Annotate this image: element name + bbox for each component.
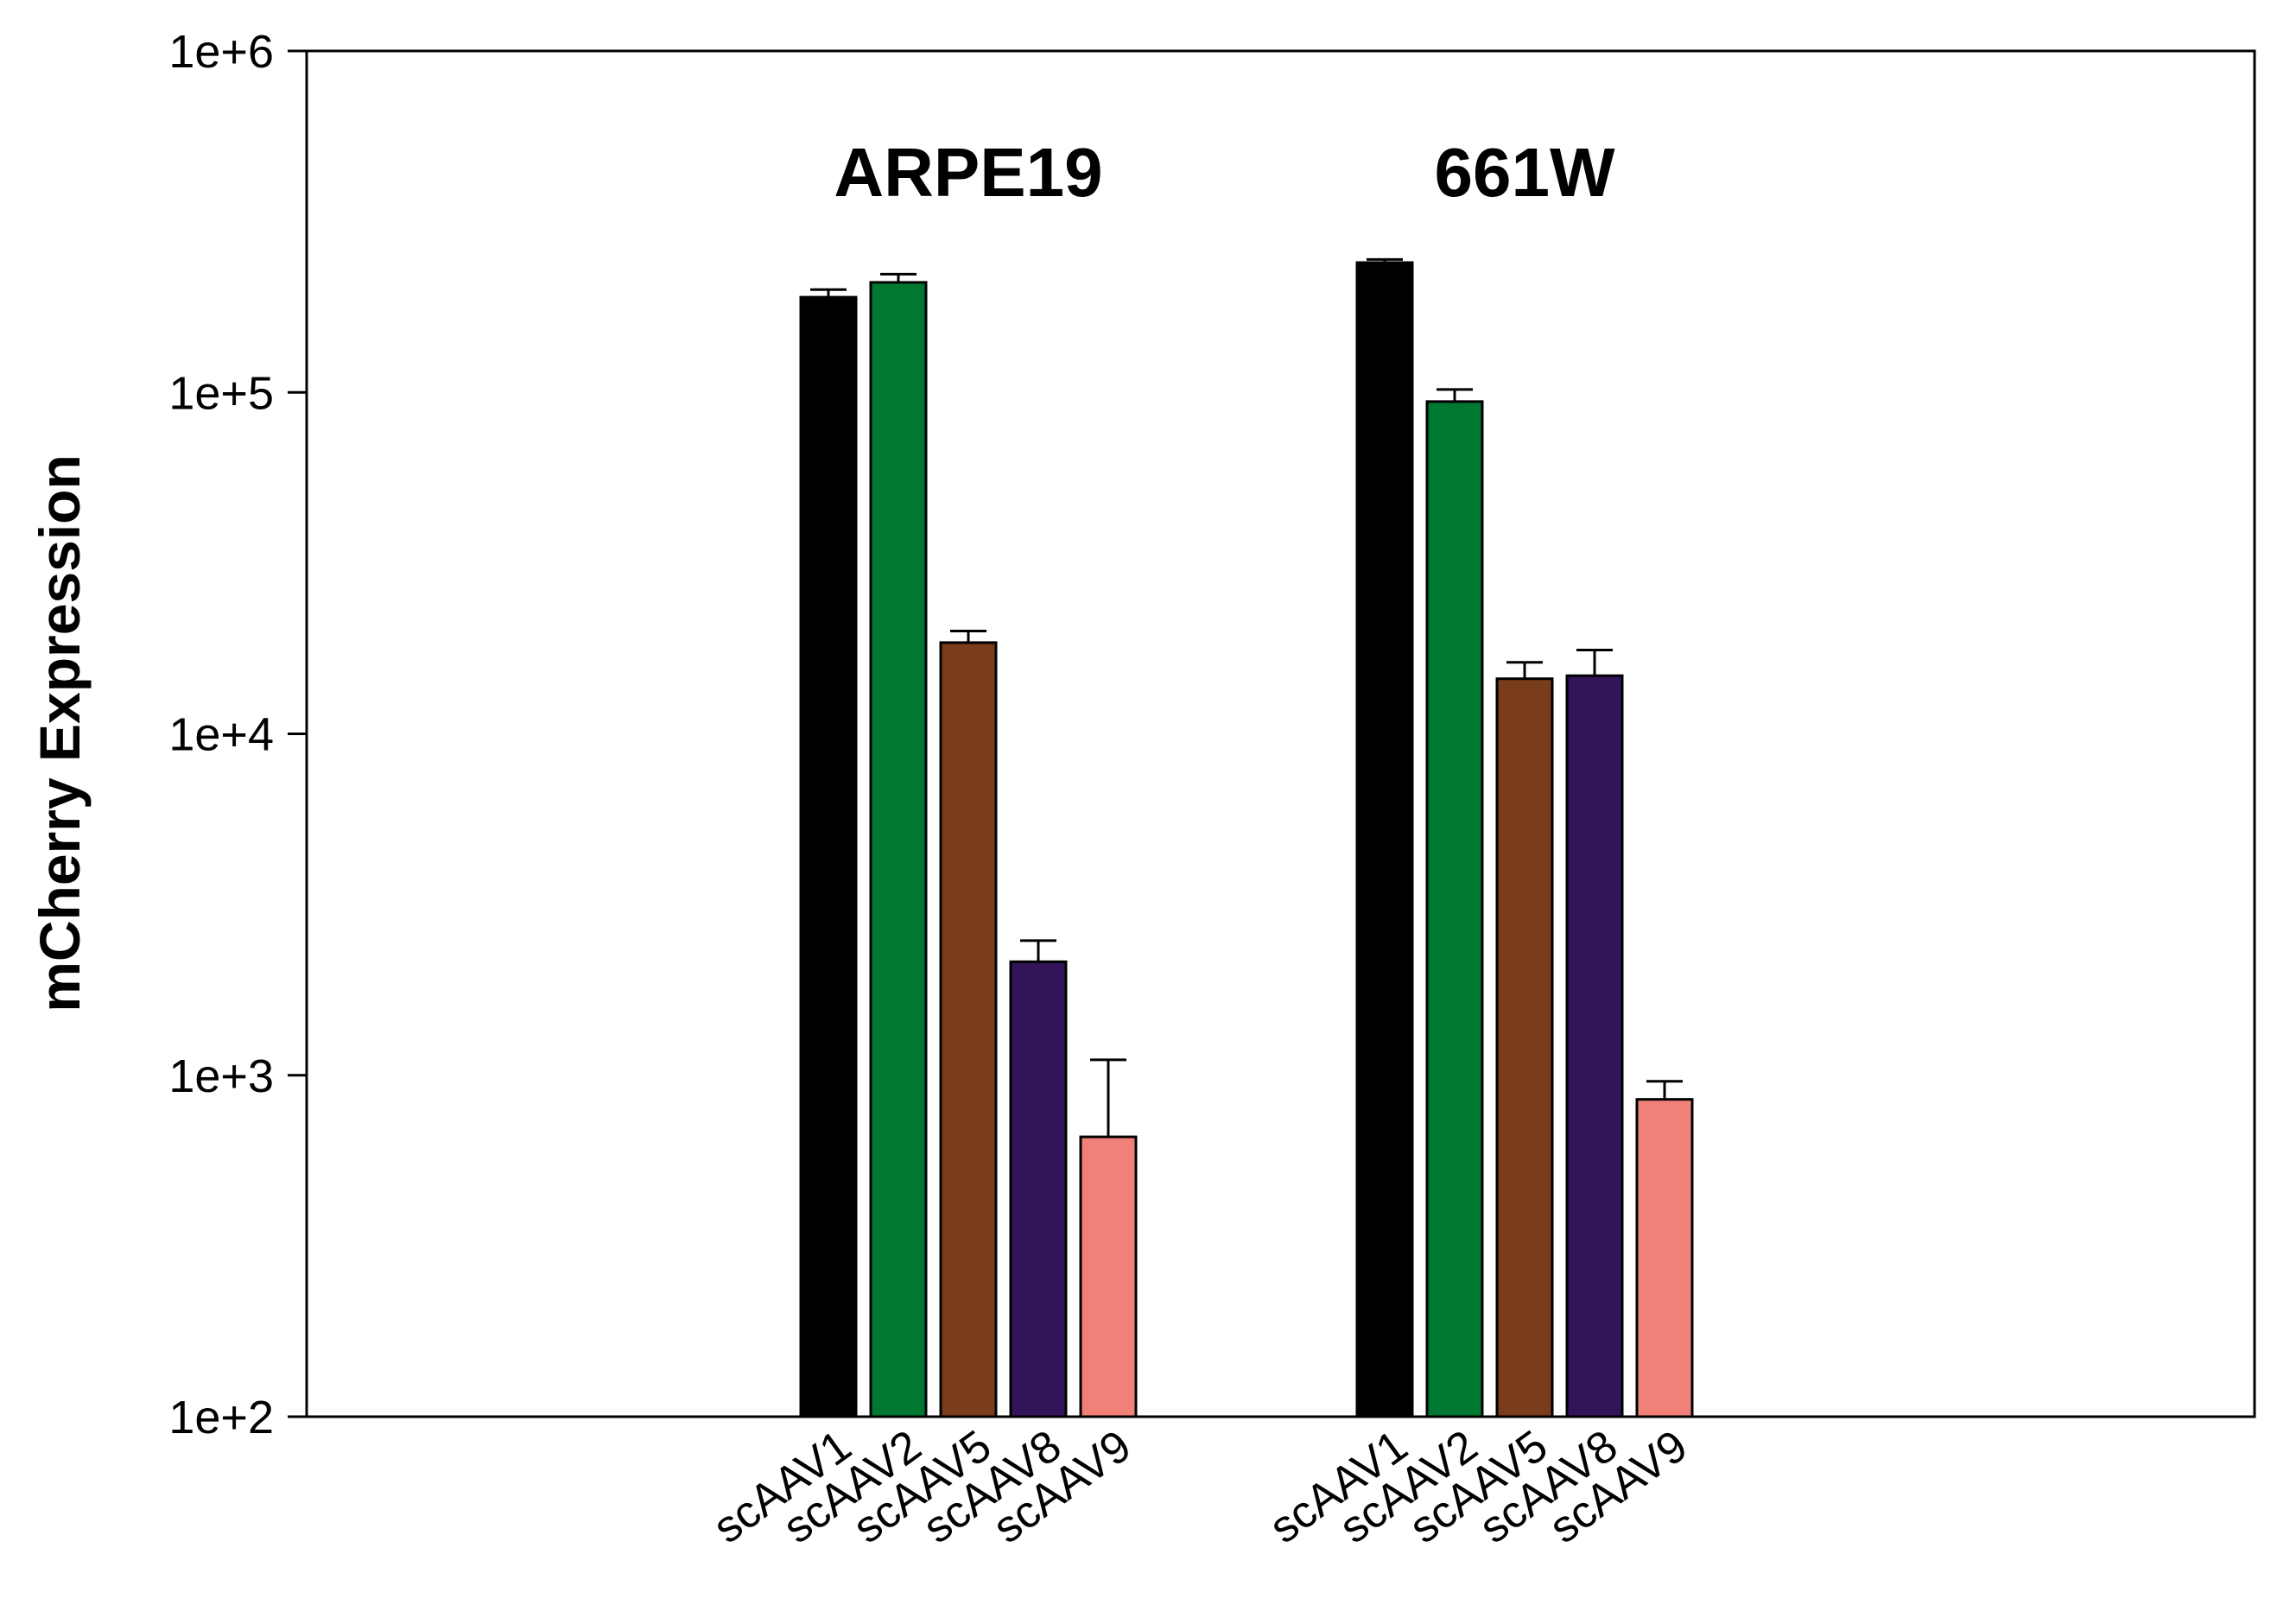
- y-tick-label: 1e+4: [168, 709, 274, 761]
- y-tick-label: 1e+5: [168, 367, 274, 419]
- bar: [1495, 677, 1554, 1418]
- bar: [1425, 400, 1484, 1418]
- bar: [799, 295, 858, 1418]
- y-tick-label: 1e+2: [168, 1392, 274, 1443]
- bar: [869, 281, 928, 1418]
- y-tick-label: 1e+3: [168, 1050, 274, 1102]
- error-bars: [810, 257, 1683, 1138]
- plot-frame: [305, 49, 2256, 1418]
- y-axis: 1e+2 1e+3 1e+4 1e+5 1e+6: [168, 26, 307, 1443]
- group-title: ARPE19: [834, 134, 1102, 211]
- y-tick-label: 1e+6: [168, 26, 274, 78]
- bars: [799, 261, 1694, 1418]
- group-title: 661W: [1435, 134, 1615, 211]
- bar: [1009, 960, 1068, 1418]
- bar: [1635, 1098, 1694, 1418]
- bar: [1355, 261, 1414, 1418]
- bar: [939, 641, 998, 1418]
- group-titles: ARPE19 661W: [834, 134, 1615, 211]
- bar: [1079, 1135, 1138, 1418]
- y-axis-title: mCherry Expression: [28, 454, 92, 1012]
- bar: [1565, 674, 1624, 1418]
